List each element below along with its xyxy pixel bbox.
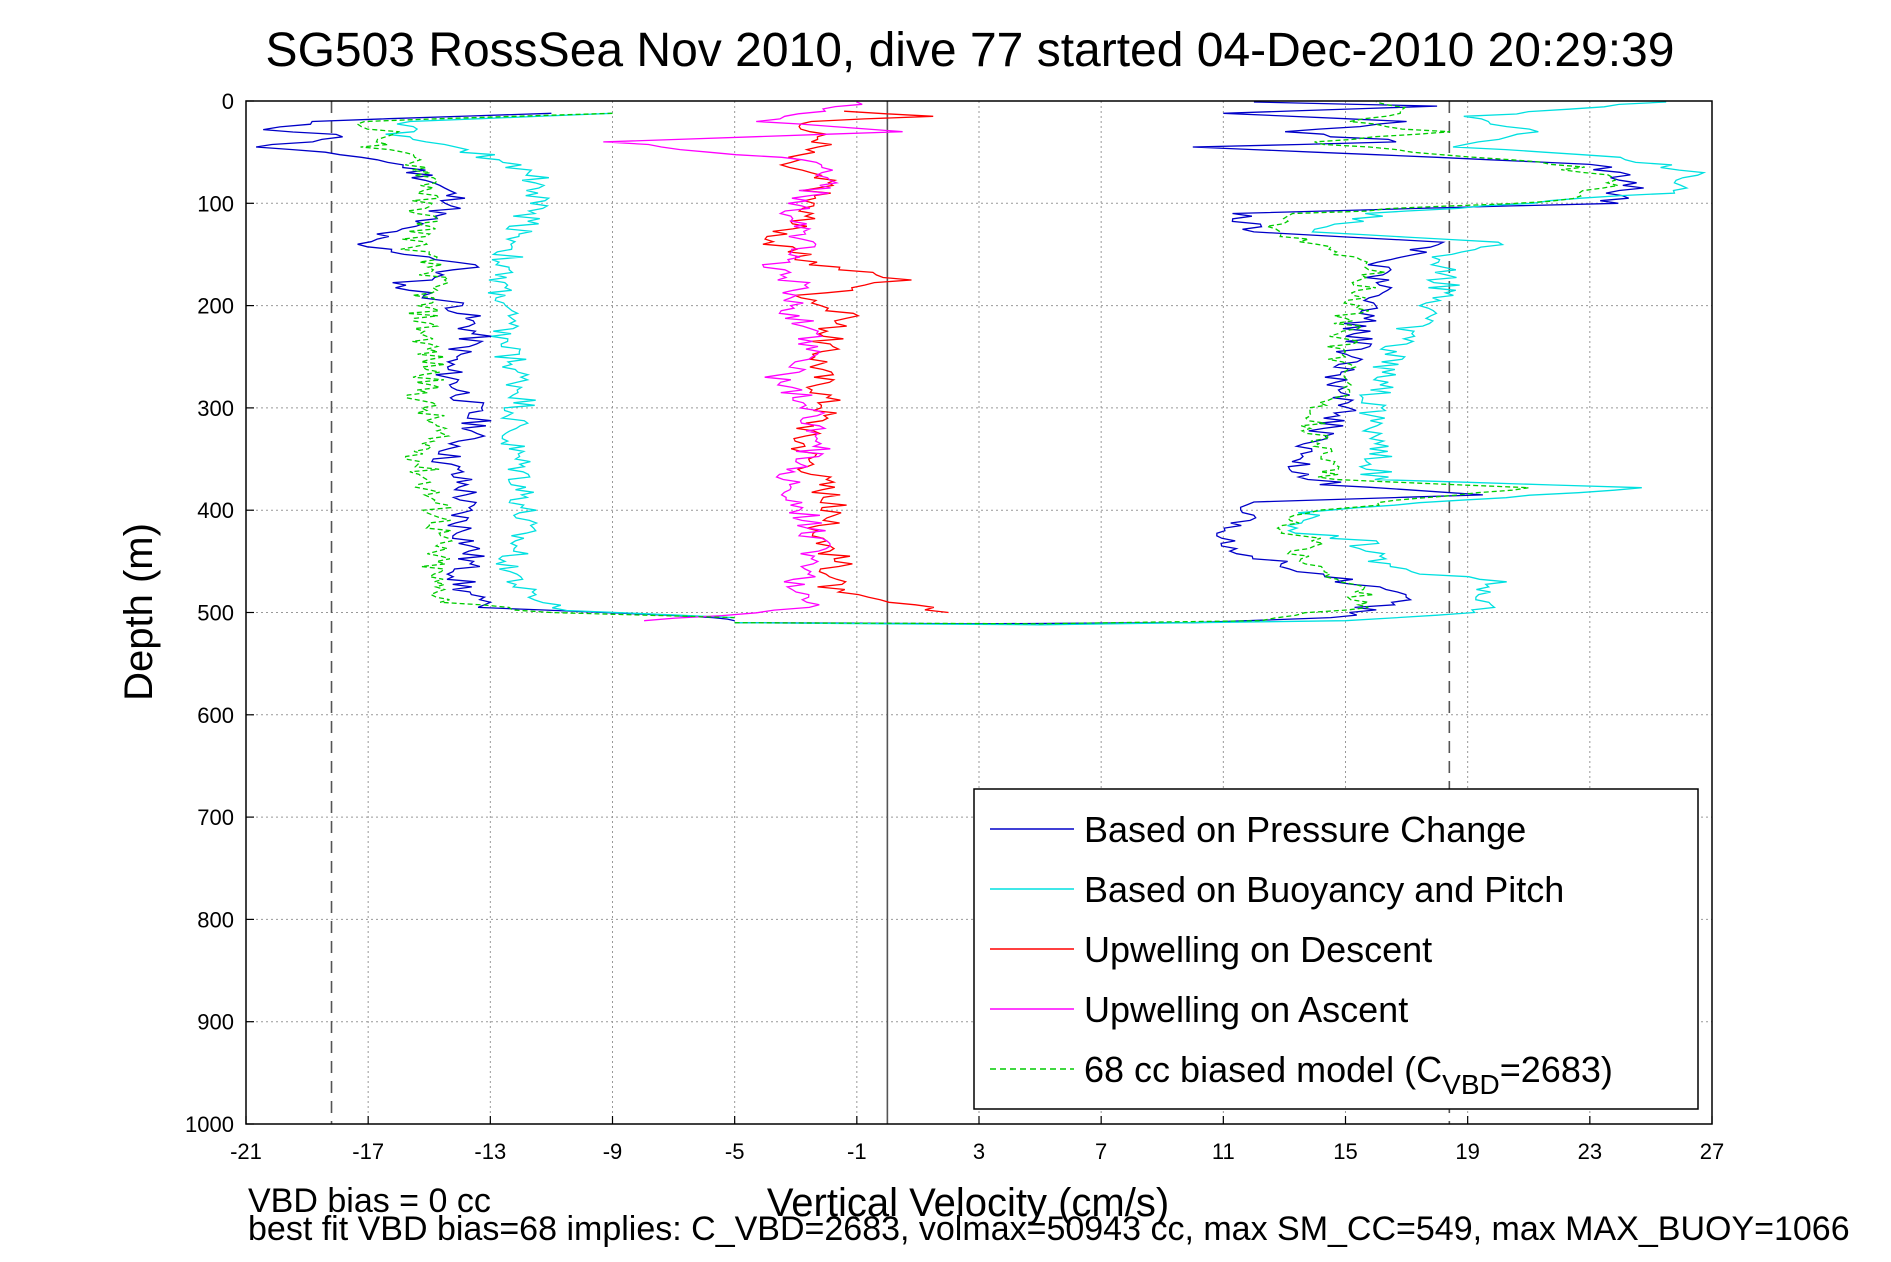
x-tick-label: 19: [1455, 1139, 1479, 1164]
series-line: [734, 101, 1644, 625]
x-tick-label: -17: [352, 1139, 384, 1164]
legend-label: 68 cc biased model (CVBD=2683): [1084, 1049, 1613, 1100]
series-layer: [255, 101, 1707, 626]
reference-lines: [330, 101, 1451, 1124]
series-line: [603, 101, 903, 622]
y-tick-label: 0: [222, 89, 234, 114]
y-tick-label: 300: [197, 396, 234, 421]
y-tick-label: 500: [197, 601, 234, 626]
x-tick-label: -1: [847, 1139, 867, 1164]
chart-title: SG503 RossSea Nov 2010, dive 77 started …: [266, 24, 1675, 77]
series-line: [355, 112, 735, 619]
y-ticks: 0 100 200 300 400 500 600 700 800 900 1000: [185, 89, 254, 1137]
legend-label: Upwelling on Ascent: [1084, 989, 1408, 1030]
legend-label: Based on Buoyancy and Pitch: [1084, 869, 1564, 910]
y-tick-label: 100: [197, 191, 234, 216]
x-ticks: -21 -17 -13 -9 -5 -1 3 7 11 15 19 23 27: [230, 1116, 1724, 1164]
legend-label: Based on Pressure Change: [1084, 809, 1526, 850]
x-tick-label: 3: [973, 1139, 985, 1164]
series-line: [255, 112, 735, 622]
x-tick-label: -9: [603, 1139, 623, 1164]
y-tick-label: 1000: [185, 1112, 234, 1137]
x-tick-label: -13: [474, 1139, 506, 1164]
x-tick-label: 7: [1095, 1139, 1107, 1164]
x-axis-label: Vertical Velocity (cm/s): [767, 1181, 1169, 1225]
x-tick-label: -21: [230, 1139, 262, 1164]
x-tick-label: 27: [1700, 1139, 1724, 1164]
x-tick-label: -5: [725, 1139, 745, 1164]
y-tick-label: 700: [197, 805, 234, 830]
x-tick-label: 23: [1578, 1139, 1602, 1164]
y-tick-label: 800: [197, 907, 234, 932]
bias-annotation: VBD bias = 0 cc: [248, 1182, 491, 1220]
x-tick-label: 11: [1212, 1139, 1235, 1164]
y-tick-label: 600: [197, 703, 234, 728]
series-line: [734, 101, 1707, 626]
legend: Based on Pressure Change Based on Buoyanc…: [973, 788, 1699, 1110]
series-line: [385, 112, 735, 619]
y-tick-label: 400: [197, 498, 234, 523]
series-line: [734, 101, 1619, 625]
y-axis-label: Depth (m): [117, 523, 161, 701]
x-tick-label: 15: [1333, 1139, 1357, 1164]
y-tick-label: 200: [197, 294, 234, 319]
fit-annotation: best fit VBD bias=68 implies: C_VBD=2683…: [248, 1210, 1850, 1248]
legend-box: [973, 788, 1699, 1110]
y-tick-label: 900: [197, 1010, 234, 1035]
legend-label: Upwelling on Descent: [1084, 929, 1432, 970]
